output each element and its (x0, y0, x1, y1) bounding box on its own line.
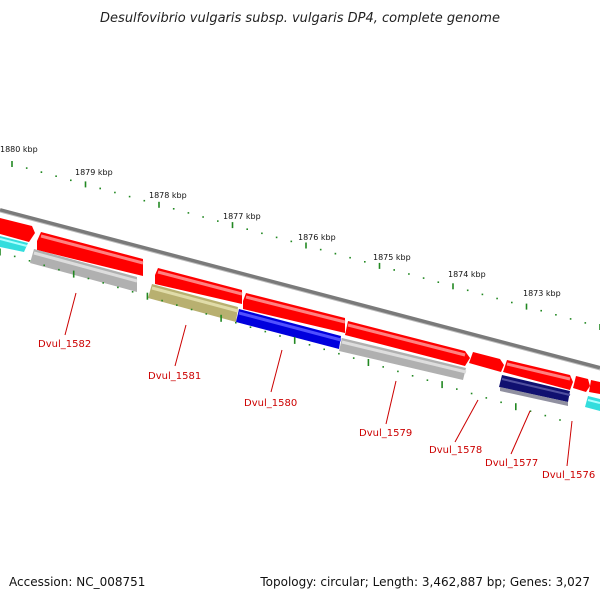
topology-text: Topology: circular; Length: 3,462,887 bp… (259, 575, 590, 589)
forward-gene-arrow[interactable] (573, 376, 590, 392)
map-title: Desulfovibrio vulgaris subsp. vulgaris D… (100, 11, 500, 26)
forward-gene-arrow[interactable] (0, 218, 35, 242)
connector-dvul-1579 (385, 380, 397, 425)
backbone-highlight (0, 211, 600, 371)
tick-label-1878: 1878 kbp (149, 191, 187, 200)
tick-label-1873: 1873 kbp (523, 289, 561, 298)
gene-shading (157, 270, 243, 296)
gene-label-dvul-1581[interactable]: Dvul_1581 (148, 371, 201, 382)
tick-label-1874: 1874 kbp (448, 270, 486, 279)
connector-dvul-1578 (454, 399, 479, 443)
gene-label-connectors (64, 292, 573, 467)
tick-label-1879: 1879 kbp (75, 168, 113, 177)
tick-label-1875: 1875 kbp (373, 253, 411, 262)
gene-label-dvul-1579[interactable]: Dvul_1579 (359, 428, 412, 439)
gene-shading (151, 286, 239, 313)
gene-label-dvul-1577[interactable]: Dvul_1577 (485, 458, 538, 469)
gene-shading (587, 399, 600, 404)
connector-dvul-1580 (270, 349, 283, 393)
gene-shading (341, 340, 467, 374)
gene-label-dvul-1576[interactable]: Dvul_1576 (542, 470, 595, 481)
forward-strand-genes (0, 218, 600, 394)
tick-labels: 1880 kbp 1879 kbp 1878 kbp 1877 kbp 1876… (0, 145, 561, 298)
reverse-gene-grey-thin[interactable] (500, 387, 568, 406)
inner-tick-track (0, 248, 561, 421)
tick-label-1876: 1876 kbp (298, 233, 336, 242)
gene-labels: Dvul_1582 Dvul_1581 Dvul_1580 Dvul_1579 … (38, 339, 595, 481)
gene-label-dvul-1578[interactable]: Dvul_1578 (429, 445, 482, 456)
gene-shading (40, 234, 144, 265)
gene-label-dvul-1582[interactable]: Dvul_1582 (38, 339, 91, 350)
gene-shading (238, 311, 342, 342)
tick-label-1880: 1880 kbp (0, 145, 38, 154)
forward-gene-arrow[interactable] (589, 380, 600, 394)
gene-shading (506, 362, 571, 381)
connector-dvul-1576 (566, 420, 573, 467)
tick-label-1877: 1877 kbp (223, 212, 261, 221)
connector-dvul-1577 (510, 410, 531, 455)
gene-shading (501, 378, 571, 396)
backbone-line (0, 208, 600, 370)
reverse-gene-cyan[interactable] (585, 396, 600, 411)
gene-shading (245, 295, 346, 324)
outer-tick-track (11, 161, 600, 330)
connector-dvul-1581 (174, 324, 187, 367)
gene-shading (0, 238, 28, 247)
gene-shading (347, 323, 466, 357)
accession-text: Accession: NC_008751 (9, 575, 145, 589)
connector-dvul-1582 (64, 292, 77, 336)
reverse-strand-genes (0, 236, 600, 411)
gene-shading (33, 251, 138, 283)
forward-gene-arrow[interactable] (469, 352, 504, 372)
gene-label-dvul-1580[interactable]: Dvul_1580 (244, 398, 297, 409)
